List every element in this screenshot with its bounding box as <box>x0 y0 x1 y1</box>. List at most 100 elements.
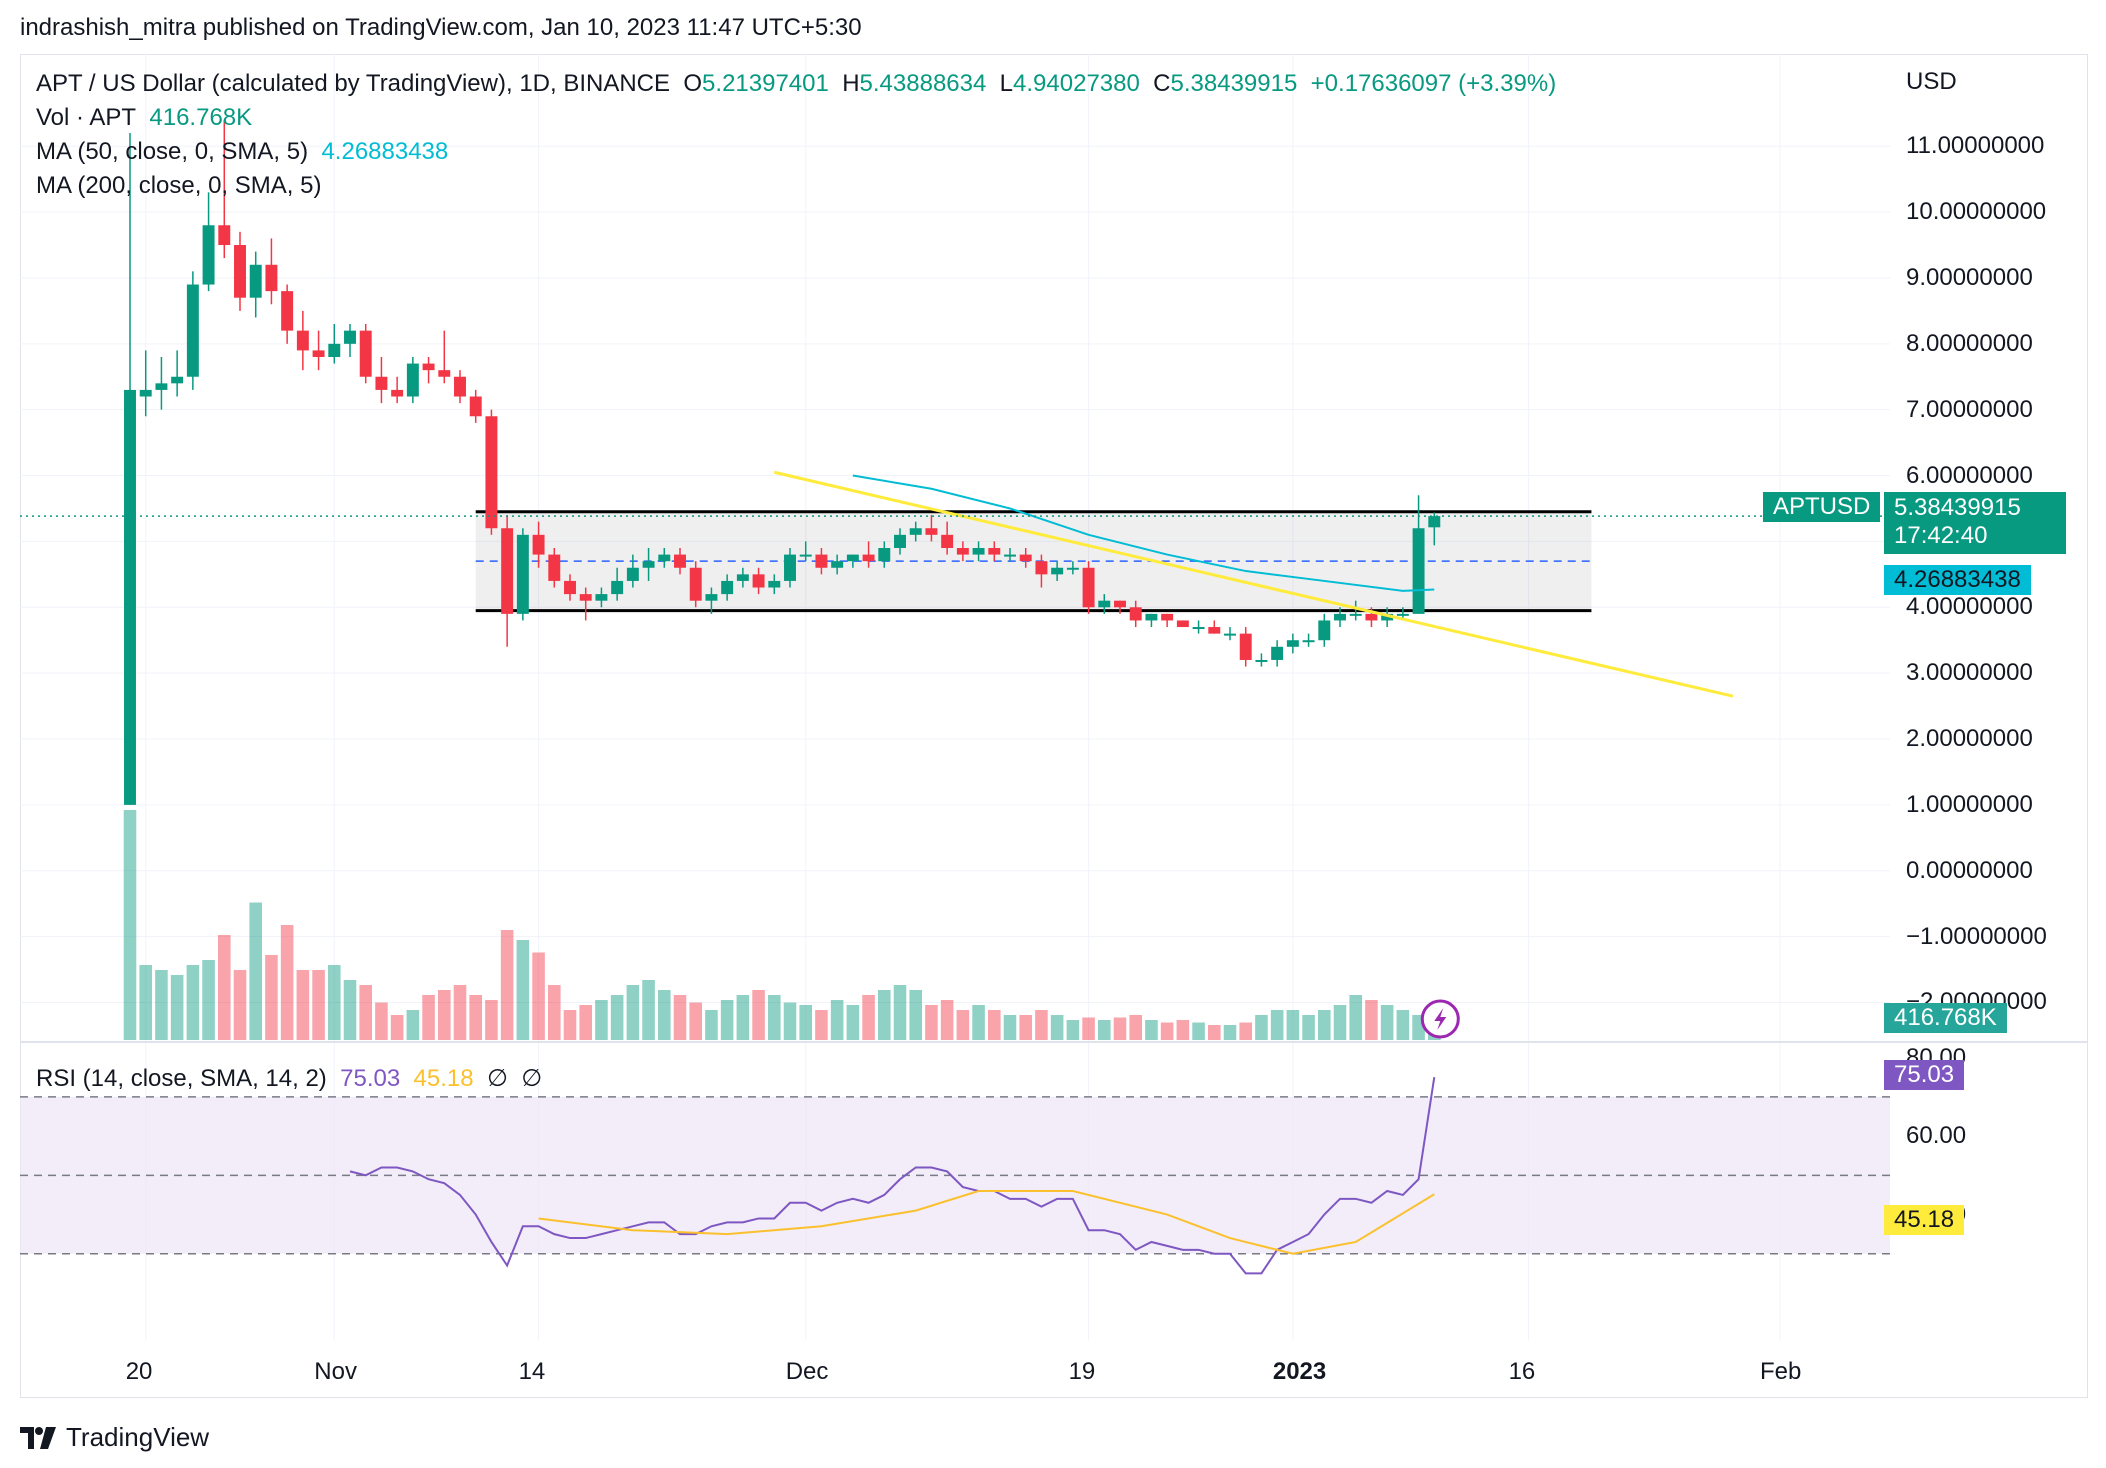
candle-body <box>1365 613 1378 621</box>
volume-bar <box>343 980 357 1040</box>
volume-legend[interactable]: Vol · APT 416.768K <box>36 104 252 132</box>
time-tick-label: Dec <box>785 1358 829 1385</box>
volume-bar <box>1255 1015 1268 1040</box>
volume-bar <box>1302 1015 1315 1040</box>
ma50-label: MA (50, close, 0, SMA, 5) <box>36 138 309 165</box>
rsi-sma-value: 45.18 <box>413 1065 474 1092</box>
volume-bar <box>956 1010 970 1040</box>
candle-body <box>171 376 184 384</box>
candle-body <box>1381 613 1394 621</box>
high-label: H <box>842 70 860 97</box>
volume-bar <box>123 810 137 1040</box>
tradingview-logo[interactable]: TradingView <box>20 1422 209 1453</box>
volume-bar <box>359 985 372 1040</box>
candle-body <box>1271 646 1284 660</box>
volume-bar <box>752 990 765 1040</box>
ma50-value: 4.26883438 <box>321 138 449 165</box>
candle-body <box>815 554 828 568</box>
candle-body <box>312 350 325 357</box>
candle-body <box>1318 620 1331 641</box>
volume-bar <box>1380 1005 1394 1040</box>
candle-body <box>705 594 718 601</box>
volume-bar <box>170 975 184 1040</box>
volume-badge: 416.768K <box>1884 1003 2007 1033</box>
ma200-legend[interactable]: MA (200, close, 0, SMA, 5) <box>36 172 321 200</box>
countdown-value: 17:42:40 <box>1894 522 1988 549</box>
candle-body <box>1192 627 1205 630</box>
price-tick-label: 7.00000000 <box>1906 395 2033 423</box>
candle-body <box>799 554 812 557</box>
candle-body <box>941 534 954 548</box>
candle-body <box>579 594 592 601</box>
candle-body <box>218 225 231 246</box>
volume-bar <box>1129 1015 1142 1040</box>
volume-bar <box>1286 1010 1300 1040</box>
volume-bar <box>375 1002 388 1040</box>
chart-frame <box>20 54 2088 1398</box>
rsi-legend[interactable]: RSI (14, close, SMA, 14, 2) 75.03 45.18 … <box>36 1064 542 1093</box>
volume-bar <box>139 965 152 1040</box>
candle-body <box>1161 613 1174 621</box>
candle-body <box>894 534 906 548</box>
candle-body <box>265 264 278 292</box>
volume-bar <box>783 1002 797 1040</box>
volume-bar <box>1003 1015 1017 1040</box>
candle-body <box>375 376 388 390</box>
volume-bar <box>563 1010 577 1040</box>
volume-bar <box>1333 1005 1347 1040</box>
volume-bar <box>280 925 294 1040</box>
volume-bar <box>1318 1010 1331 1040</box>
candle-body <box>909 528 922 535</box>
price-tick-label: 2.00000000 <box>1906 725 2033 752</box>
currency-label: USD <box>1906 68 1957 95</box>
candle-body <box>1334 613 1346 621</box>
volume-bar <box>1239 1022 1252 1040</box>
candle-body <box>202 225 215 285</box>
volume-bar <box>532 952 545 1040</box>
candle-body <box>1239 633 1252 660</box>
candle-body <box>674 554 686 568</box>
price-tick-label: 10.00000000 <box>1906 198 2047 226</box>
volume-bar <box>328 965 341 1040</box>
candle-body <box>956 548 969 555</box>
last-price-value: 5.38439915 <box>1894 494 2021 521</box>
price-tick-label: 4.00000000 <box>1906 593 2033 621</box>
candle-body <box>972 548 985 555</box>
candle-body <box>1255 659 1268 662</box>
candle-body <box>1066 567 1079 570</box>
volume-bar <box>1113 1017 1127 1040</box>
candle-body <box>1208 627 1221 634</box>
volume-bar <box>579 1005 592 1040</box>
open-value: 5.21397401 <box>702 70 829 97</box>
time-tick-label: 14 <box>518 1358 546 1385</box>
candle-body <box>1302 640 1315 643</box>
volume-bar <box>972 1005 985 1040</box>
symbol-legend[interactable]: APT / US Dollar (calculated by TradingVi… <box>36 70 1556 98</box>
time-tick-label: 19 <box>1068 1358 1096 1385</box>
volume-bar <box>673 995 687 1040</box>
volume-bar <box>799 1005 812 1040</box>
volume-bar <box>312 970 325 1040</box>
volume-bar <box>1066 1020 1080 1040</box>
lightning-bolt-icon <box>1434 1008 1447 1030</box>
volume-bar <box>815 1010 828 1040</box>
candle-body <box>1396 613 1409 616</box>
trendline <box>773 470 1734 698</box>
volume-bar <box>1192 1022 1205 1040</box>
volume-bar <box>846 1005 860 1040</box>
volume-bar <box>988 1010 1001 1040</box>
volume-bar <box>736 995 750 1040</box>
volume-bar <box>705 1010 718 1040</box>
volume-bar <box>595 1000 608 1040</box>
volume-bar <box>1176 1020 1190 1040</box>
volume-bar <box>1223 1025 1237 1040</box>
candle-body <box>658 554 671 562</box>
candle-body <box>768 580 781 588</box>
time-tick-label: Nov <box>314 1358 357 1385</box>
last-price-badge: 5.38439915 17:42:40 <box>1884 492 2066 554</box>
candle-body <box>564 580 576 595</box>
low-label: L <box>999 70 1014 97</box>
volume-bar <box>1208 1025 1221 1040</box>
ma50-legend[interactable]: MA (50, close, 0, SMA, 5) 4.26883438 <box>36 138 448 166</box>
